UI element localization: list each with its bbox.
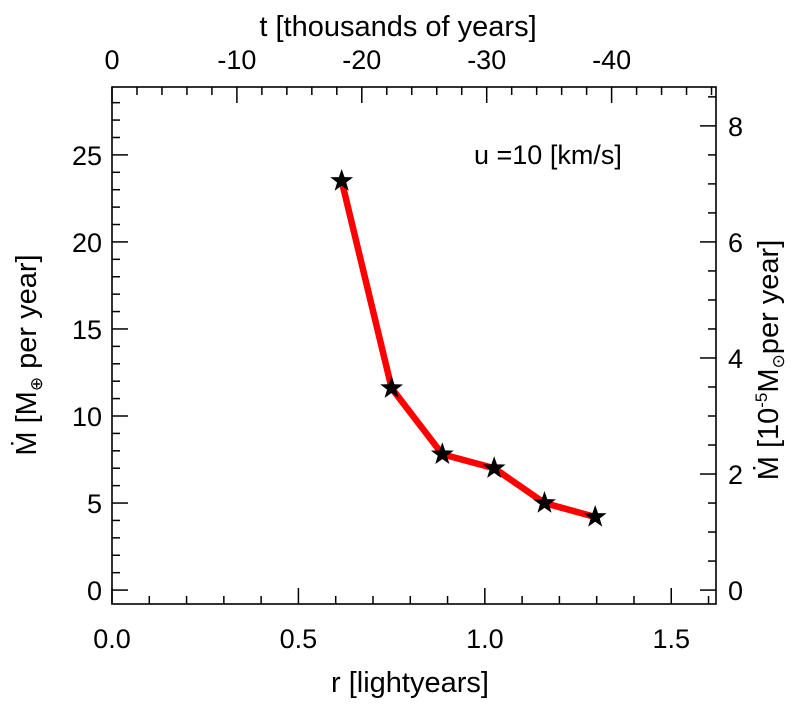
right-tick-label: 6 xyxy=(728,228,743,258)
y-tick-label: 25 xyxy=(72,141,102,171)
top-tick-label: -20 xyxy=(342,45,381,75)
y-tick-label: 20 xyxy=(72,228,102,258)
x-tick-label: 1.5 xyxy=(652,624,690,654)
top-tick-label: 0 xyxy=(104,45,119,75)
y-axis-title: Ṁ [M⊕ per year] xyxy=(10,254,46,455)
star-marker xyxy=(482,456,506,478)
right-tick-label: 4 xyxy=(728,344,743,374)
star-marker xyxy=(330,169,354,191)
top-axis-ticks: 0 -10 -20 -30 -40 xyxy=(104,45,713,103)
x-tick-label: 0.5 xyxy=(280,624,318,654)
series-line xyxy=(338,177,599,521)
star-marker xyxy=(533,491,556,513)
right-axis-title-superscript: -5 xyxy=(752,393,771,408)
right-axis-ticks: 0 2 4 6 8 xyxy=(700,96,743,606)
star-marker xyxy=(430,442,454,464)
y-axis-title-suffix: per year] xyxy=(11,254,43,377)
x-tick-label: 1.0 xyxy=(466,624,504,654)
right-axis-title-suffix: per year] xyxy=(753,240,785,354)
y-tick-label: 15 xyxy=(72,315,102,345)
right-tick-label: 2 xyxy=(728,460,743,490)
right-tick-label: 0 xyxy=(728,576,743,606)
y-axis-title-prefix: Ṁ [M xyxy=(10,391,43,455)
right-axis-title: Ṁ [10-5M⊙per year] xyxy=(752,240,788,481)
right-axis-title-mid: M xyxy=(753,368,785,392)
y-axis-ticks: 0 5 10 15 20 25 xyxy=(72,101,128,606)
x-axis-title: r [lightyears] xyxy=(331,667,489,699)
star-marker xyxy=(380,376,404,398)
top-axis-title: t [thousands of years] xyxy=(259,11,536,43)
plot-frame xyxy=(111,86,717,605)
y-tick-label: 5 xyxy=(87,489,102,519)
top-tick-label: -30 xyxy=(467,45,506,75)
y-tick-label: 10 xyxy=(72,402,102,432)
velocity-annotation: u =10 [km/s] xyxy=(474,140,622,170)
y-axis-title-subscript: ⊕ xyxy=(27,377,46,391)
series-layer xyxy=(330,169,607,527)
right-tick-label: 8 xyxy=(728,112,743,142)
right-axis-title-prefix: Ṁ [10 xyxy=(752,408,785,481)
x-tick-label: 0.0 xyxy=(93,624,131,654)
right-axis-title-subscript: ⊙ xyxy=(769,354,788,368)
x-axis-ticks: 0.0 0.5 1.0 1.5 xyxy=(93,588,710,654)
top-tick-label: -10 xyxy=(217,45,256,75)
y-tick-label: 0 xyxy=(87,576,102,606)
top-tick-label: -40 xyxy=(592,45,631,75)
star-marker xyxy=(583,504,607,527)
